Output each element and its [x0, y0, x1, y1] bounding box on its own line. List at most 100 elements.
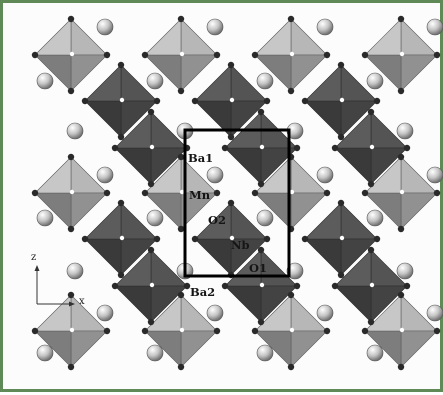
octahedron-dark-face: [224, 147, 262, 185]
oxygen-atom: [323, 189, 331, 197]
oxygen-atom: [331, 144, 339, 152]
oxygen-atom: [177, 153, 185, 161]
octahedron-dark-face: [334, 147, 372, 185]
mn-center-atom: [399, 327, 405, 333]
oxygen-atom: [67, 153, 75, 161]
mn-center-atom: [289, 51, 295, 57]
mn-center-atom: [399, 51, 405, 57]
octahedron-dark-face: [304, 238, 342, 276]
octahedron-dark-face: [194, 202, 232, 240]
ba-atom: [316, 166, 334, 184]
ba-atom: [396, 262, 414, 280]
ba-atom: [36, 209, 54, 227]
ba-atom: [366, 72, 384, 90]
ba-atom: [66, 122, 84, 140]
oxygen-atom: [367, 180, 375, 188]
oxygen-atom: [263, 97, 271, 105]
ba-atom: [426, 304, 443, 322]
oxygen-atom: [337, 199, 345, 207]
mn-center-atom: [289, 327, 295, 333]
oxygen-atom: [117, 61, 125, 69]
octahedron-dark-face: [224, 285, 262, 323]
oxygen-atom: [257, 108, 265, 116]
octahedron-light-face: [400, 330, 438, 368]
ba-atom: [96, 304, 114, 322]
ba-atom: [256, 72, 274, 90]
oxygen-atom: [213, 51, 221, 59]
mn-center-atom: [179, 51, 185, 57]
oxygen-atom: [141, 189, 149, 197]
nb-center-atom: [229, 97, 235, 103]
octahedron-dark-face: [304, 64, 342, 102]
oxygen-atom: [147, 180, 155, 188]
oxygen-atom: [257, 246, 265, 254]
oxygen-atom: [287, 363, 295, 371]
octahedron-dark-face: [84, 64, 122, 102]
nb-center-atom: [149, 144, 155, 150]
octahedron-dark-face: [194, 238, 232, 276]
oxygen-atom: [177, 363, 185, 371]
oxygen-atom: [67, 291, 75, 299]
oxygen-atom: [67, 15, 75, 23]
oxygen-atom: [141, 327, 149, 335]
ba-atom: [96, 166, 114, 184]
oxygen-atom: [103, 189, 111, 197]
octahedron-light-face: [400, 192, 438, 230]
oxygen-atom: [111, 282, 119, 290]
ba-atom: [396, 122, 414, 140]
crystal-structure-diagram: [31, 15, 443, 371]
oxygen-atom: [331, 282, 339, 290]
octahedron-light-face: [400, 54, 438, 92]
oxygen-atom: [433, 51, 441, 59]
octahedron-dark-face: [114, 147, 152, 185]
oxygen-atom: [67, 225, 75, 233]
oxygen-atom: [183, 282, 191, 290]
axis-label-z: z: [31, 252, 37, 263]
octahedron-dark-face: [194, 100, 232, 138]
oxygen-atom: [117, 133, 125, 141]
octahedron-dark-face: [334, 249, 372, 287]
oxygen-atom: [153, 235, 161, 243]
octahedron-dark-face: [304, 100, 342, 138]
oxygen-atom: [361, 327, 369, 335]
oxygen-atom: [251, 189, 259, 197]
oxygen-atom: [103, 51, 111, 59]
ba-atom: [256, 209, 274, 227]
oxygen-atom: [177, 291, 185, 299]
oxygen-atom: [221, 282, 229, 290]
oxygen-atom: [397, 87, 405, 95]
octahedron-light-face: [34, 156, 72, 194]
nb-center-atom: [259, 144, 265, 150]
mn-center-atom: [179, 189, 185, 195]
label-mn: Mn: [189, 188, 211, 202]
nb-center-atom: [119, 97, 125, 103]
oxygen-atom: [117, 271, 125, 279]
oxygen-atom: [367, 108, 375, 116]
ba-atom: [256, 344, 274, 362]
nb-center-atom: [149, 282, 155, 288]
ba-atom: [316, 304, 334, 322]
oxygen-atom: [433, 189, 441, 197]
oxygen-atom: [397, 225, 405, 233]
oxygen-atom: [373, 235, 381, 243]
mn-center-atom: [69, 327, 75, 333]
oxygen-atom: [293, 282, 301, 290]
ba-atom: [426, 166, 443, 184]
octahedron-dark-face: [114, 249, 152, 287]
ba-atom: [206, 18, 224, 36]
oxygen-atom: [191, 235, 199, 243]
nb-center-atom: [369, 144, 375, 150]
oxygen-atom: [67, 363, 75, 371]
oxygen-atom: [257, 180, 265, 188]
ba-atom: [316, 18, 334, 36]
nb-center-atom: [339, 97, 345, 103]
oxygen-atom: [403, 282, 411, 290]
mn-center-atom: [289, 189, 295, 195]
oxygen-atom: [397, 291, 405, 299]
octahedron-dark-face: [84, 202, 122, 240]
ba-atom: [66, 262, 84, 280]
oxygen-atom: [177, 87, 185, 95]
axis-indicator: [34, 265, 75, 307]
nb-center-atom: [369, 282, 375, 288]
octahedron-light-face: [364, 18, 402, 56]
